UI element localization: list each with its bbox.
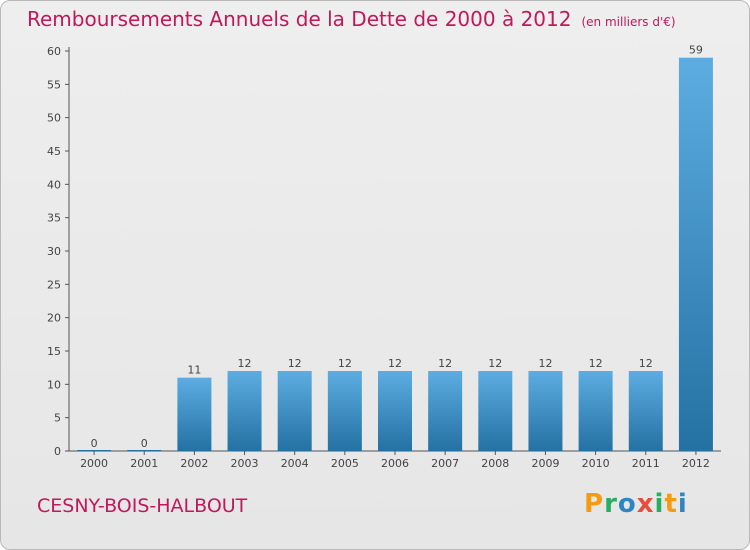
x-tick-label-2000: 2000: [80, 457, 108, 470]
logo-letter: o: [617, 489, 637, 519]
y-tick-label: 55: [47, 78, 61, 91]
data-label-2012: 59: [689, 44, 703, 57]
bar-2006: [378, 371, 412, 451]
data-label-2007: 12: [438, 357, 452, 370]
y-tick-label: 15: [47, 345, 61, 358]
data-label-2001: 0: [141, 437, 148, 450]
bar-2007: [428, 371, 463, 451]
data-label-2005: 12: [338, 357, 352, 370]
bars: [77, 57, 713, 452]
data-label-2004: 12: [288, 357, 302, 370]
x-tick-label-2011: 2011: [632, 457, 660, 470]
x-tick-label-2012: 2012: [682, 457, 710, 470]
y-tick-label: 45: [47, 145, 61, 158]
logo-letter: P: [584, 489, 605, 519]
logo-letter: i: [677, 489, 688, 519]
x-tick-label-2008: 2008: [481, 457, 509, 470]
data-label-2006: 12: [388, 357, 402, 370]
chart-title-text: Remboursements Annuels de la Dette de 20…: [27, 7, 572, 31]
x-tick-label-2005: 2005: [331, 457, 359, 470]
axes: 0 5 10 15 20 25 30 35 40 45 50 55 60: [47, 45, 721, 458]
bar-2003: [227, 371, 262, 451]
bar-2008: [478, 371, 513, 451]
proxiti-logo: Proxiti: [584, 489, 688, 519]
data-label-2010: 12: [589, 357, 603, 370]
bar-2011: [628, 371, 663, 451]
y-tick-label: 30: [47, 245, 61, 258]
x-tick-label-2006: 2006: [381, 457, 409, 470]
data-label-2002: 11: [187, 364, 201, 377]
x-tick-label-2009: 2009: [531, 457, 559, 470]
bar-2012: [678, 57, 713, 452]
bar-2010: [578, 371, 613, 451]
x-tick-label-2001: 2001: [130, 457, 158, 470]
data-label-2000: 0: [91, 437, 98, 450]
logo-letter: i: [654, 489, 665, 519]
y-tick-label: 25: [47, 278, 61, 291]
y-tick-label: 5: [54, 412, 61, 425]
y-tick-label: 20: [47, 312, 61, 325]
bar-2005: [327, 371, 362, 451]
y-tick-label: 40: [47, 178, 61, 191]
data-label-2009: 12: [538, 357, 552, 370]
logo-letter: x: [636, 489, 655, 519]
chart-title: Remboursements Annuels de la Dette de 20…: [27, 7, 676, 31]
y-tick-label: 10: [47, 378, 61, 391]
data-label-2011: 12: [639, 357, 653, 370]
bar-2009: [528, 371, 563, 451]
logo-letter: r: [604, 489, 618, 519]
logo-letter: t: [664, 489, 678, 519]
bar-2004: [277, 371, 312, 451]
labels: 2000 0 2001 0 2002 11 2003 12 2004 12 2005 12 2006 12…: [80, 44, 710, 470]
y-tick-label: 50: [47, 112, 61, 125]
y-tick-label: 60: [47, 45, 61, 58]
y-tick-label: 35: [47, 212, 61, 225]
x-tick-label-2010: 2010: [582, 457, 610, 470]
data-label-2008: 12: [488, 357, 502, 370]
x-tick-label-2004: 2004: [281, 457, 309, 470]
x-tick-label-2003: 2003: [231, 457, 259, 470]
x-tick-label-2002: 2002: [180, 457, 208, 470]
commune-name: CESNY-BOIS-HALBOUT: [37, 495, 248, 517]
bar-2002: [177, 377, 212, 451]
chart-unit: (en milliers d'€): [581, 15, 676, 29]
x-tick-label-2007: 2007: [431, 457, 459, 470]
y-tick-label: 0: [54, 445, 61, 458]
data-label-2003: 12: [238, 357, 252, 370]
